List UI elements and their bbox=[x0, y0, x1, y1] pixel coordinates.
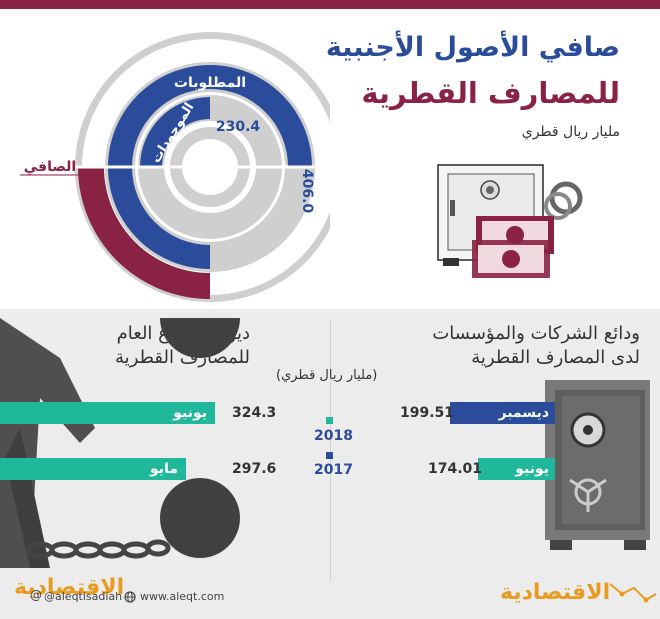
page-subtitle: للمصارف القطرية bbox=[361, 76, 620, 110]
debt-bar-june-label: يونيو bbox=[173, 405, 207, 421]
deposits-title-line2: لدى المصارف القطرية bbox=[471, 347, 640, 368]
donut-liabilities-label: المطلوبات bbox=[174, 75, 246, 91]
deposits-bar-june: يونيو bbox=[478, 458, 555, 480]
website-link[interactable]: www.aleqt.com bbox=[140, 590, 225, 603]
globe-icon bbox=[124, 591, 136, 603]
top-accent-bar bbox=[0, 0, 660, 9]
safe-icon bbox=[545, 380, 650, 550]
deposits-value-june: 174.01 bbox=[428, 461, 483, 477]
debt-value-may: 297.6 bbox=[232, 461, 277, 477]
donut-net-arc bbox=[78, 167, 210, 299]
donut-net-label: الصافي bbox=[24, 159, 76, 175]
deposits-bar-june-label: يونيو bbox=[515, 461, 549, 477]
social-handle: @aleqtisadiah bbox=[44, 590, 123, 603]
debt-bar-may-label: مايو bbox=[150, 461, 178, 477]
net-foreign-assets-section: المطلوبات الموجودات 230.4 406.0 الصافي 175.5- bbox=[0, 9, 660, 309]
year-2018-marker bbox=[326, 417, 333, 424]
brand-logo-left: الاقتصادية bbox=[14, 575, 125, 600]
safe-with-money-icon bbox=[437, 164, 583, 278]
deposits-bar-december: ديسمبر bbox=[450, 402, 555, 424]
section-divider bbox=[330, 320, 331, 582]
page-title: صافي الأصول الأجنبية bbox=[325, 32, 620, 63]
unit-label: مليار ريال قطري bbox=[521, 124, 620, 140]
donut-liabilities-value: 406.0 bbox=[299, 169, 315, 214]
deposits-value-december: 199.51 bbox=[400, 405, 455, 421]
debt-bar-may: مايو bbox=[0, 458, 186, 480]
brand-logo-right: الاقتصادية bbox=[500, 580, 611, 605]
at-icon: @ bbox=[30, 588, 42, 602]
debt-value-june: 324.3 bbox=[232, 405, 277, 421]
year-2017-label: 2017 bbox=[314, 462, 353, 478]
deposits-title: ودائع الشركات والمؤسسات لدى المصارف القط… bbox=[432, 322, 640, 370]
deposits-bar-december-label: ديسمبر bbox=[498, 405, 550, 421]
bars-unit-label: (مليار ريال قطري) bbox=[276, 368, 378, 383]
deposits-title-line1: ودائع الشركات والمؤسسات bbox=[432, 323, 640, 344]
year-2017-marker bbox=[326, 452, 333, 459]
year-2018-label: 2018 bbox=[314, 428, 353, 444]
donut-assets-value: 230.4 bbox=[216, 119, 261, 135]
person-with-ball-and-chain-icon bbox=[0, 318, 240, 568]
donut-assets-arc bbox=[140, 97, 210, 167]
logo-chart-line-icon bbox=[609, 583, 657, 603]
debt-bar-june: يونيو bbox=[0, 402, 215, 424]
